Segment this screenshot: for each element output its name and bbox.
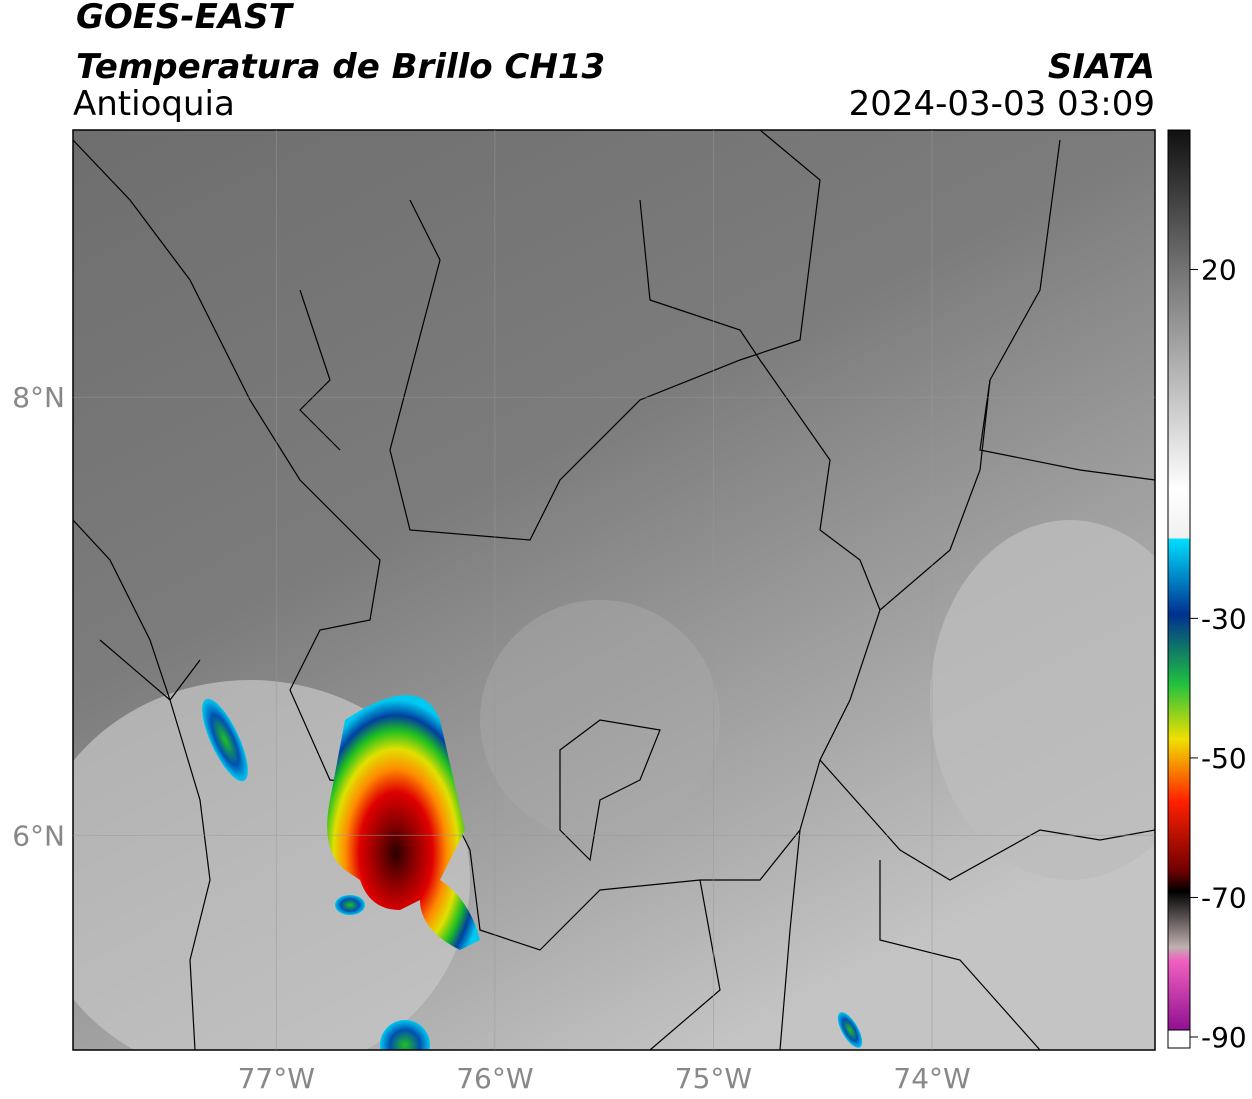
x-tick-label: 74°W xyxy=(893,1062,970,1095)
map-frame xyxy=(72,129,1156,1051)
colorbar-tick-label: -30 xyxy=(1201,602,1247,635)
datetime: 2024-03-03 03:09 xyxy=(849,84,1155,124)
map-image xyxy=(73,130,1155,1050)
source: SIATA xyxy=(1048,47,1155,87)
y-tick-label: 6°N xyxy=(12,819,65,852)
x-tick-label: 75°W xyxy=(675,1062,752,1095)
y-tick-label: 8°N xyxy=(12,381,65,414)
colorbar-tick-label: -70 xyxy=(1201,881,1247,914)
colorbar-tick-label: -90 xyxy=(1201,1021,1247,1054)
x-tick-label: 76°W xyxy=(456,1062,533,1095)
x-tick-label: 77°W xyxy=(238,1062,315,1095)
subtitle: Temperatura de Brillo CH13 xyxy=(76,47,605,87)
colorbar xyxy=(1167,129,1191,1031)
colorbar-tick-label: 20 xyxy=(1201,254,1237,287)
title: GOES-EAST xyxy=(76,0,295,37)
colorbar-under xyxy=(1167,1029,1191,1049)
region: Antioquia xyxy=(73,84,235,124)
colorbar-tick-label: -50 xyxy=(1201,742,1247,775)
